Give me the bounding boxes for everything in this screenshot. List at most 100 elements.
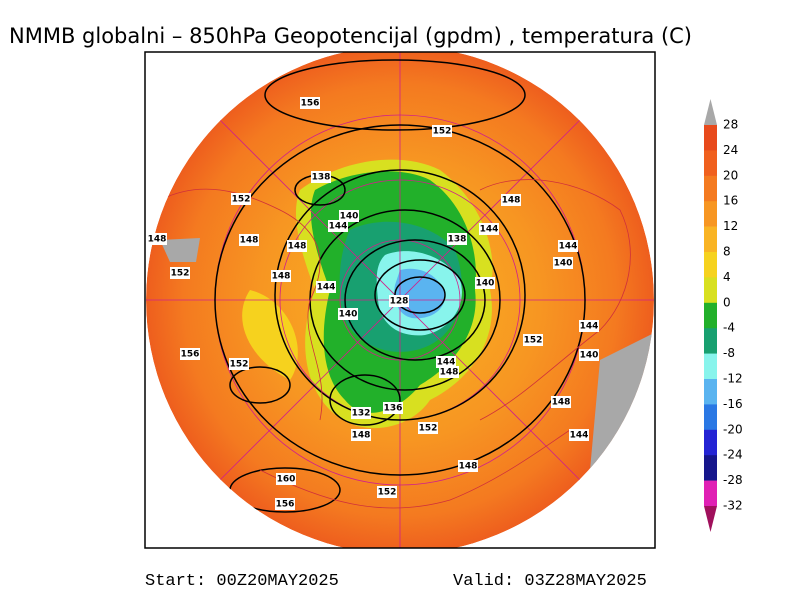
colorbar-band: [704, 175, 717, 202]
contour-label-box: [328, 220, 348, 232]
contour-label-box: [180, 348, 200, 360]
colorbar-label: 8: [723, 245, 731, 259]
contour-label: 140: [476, 279, 495, 289]
contour-label: 140: [554, 259, 573, 269]
colorbar-cap: [704, 506, 717, 532]
contour-label: 128: [390, 297, 409, 307]
contour-label: 152: [378, 488, 397, 498]
contour-label: 152: [433, 127, 452, 137]
contour-label-box: [377, 486, 397, 498]
contour-label: 156: [181, 350, 200, 360]
contour-label: 148: [148, 235, 167, 245]
colorbar-band: [704, 379, 717, 405]
contour-label: 148: [240, 236, 259, 246]
contour-label: 136: [384, 404, 403, 414]
contour-label-box: [147, 233, 167, 245]
contour-label: 152: [230, 360, 249, 370]
contour-label-box: [439, 366, 459, 378]
colorbar-cap: [704, 99, 717, 125]
colorbar-label: -32: [723, 499, 743, 513]
contour-label-box: [338, 308, 358, 320]
colorbar-label: -28: [723, 473, 743, 487]
colorbar-label: 12: [723, 219, 738, 233]
colorbar-band: [704, 302, 717, 329]
contour-label-box: [311, 171, 331, 183]
contour-label: 140: [340, 212, 359, 222]
contour-label: 148: [459, 462, 478, 472]
contour-label-box: [458, 460, 478, 472]
contour-label-box: [553, 257, 573, 269]
contour-label: 152: [419, 424, 438, 434]
contour-label-box: [447, 233, 467, 245]
contour-label: 156: [276, 500, 295, 510]
contour-label-box: [287, 240, 307, 252]
contour-label: 160: [277, 475, 296, 485]
contour-label-box: [389, 295, 409, 307]
cool-area: [242, 290, 298, 380]
contour-label-box: [300, 97, 320, 109]
colorbar-band: [704, 455, 717, 481]
contour-label: 144: [329, 222, 348, 232]
colorbar-label: -16: [723, 397, 743, 411]
colorbar-band: [704, 277, 717, 304]
contour-label-box: [569, 429, 589, 441]
contour-label: 144: [437, 358, 456, 368]
contour-label-box: [275, 498, 295, 510]
contour-label-box: [351, 429, 371, 441]
contour-label-box: [432, 125, 452, 137]
colorbar-band: [704, 404, 717, 431]
contour-label-box: [579, 349, 599, 361]
contour-label: 152: [524, 336, 543, 346]
contour-label: 144: [559, 242, 578, 252]
colorbar-band: [704, 150, 717, 177]
map-title: NMMB globalni – 850hPa Geopotencijal (gp…: [9, 24, 692, 48]
contour-label: 148: [288, 242, 307, 252]
contour-label-box: [523, 334, 543, 346]
contour-label: 140: [580, 351, 599, 361]
start-time: Start: 00Z20MAY2025: [145, 572, 339, 591]
contour-label-box: [351, 407, 371, 419]
terrain-mask: [160, 238, 200, 262]
colorbar-label: 24: [723, 143, 738, 157]
contour-label: 140: [339, 310, 358, 320]
contour-label: 144: [580, 322, 599, 332]
contour-label: 138: [312, 173, 331, 183]
contour-label-box: [231, 193, 251, 205]
contour-label-box: [436, 356, 456, 368]
colorbar-label: -24: [723, 448, 743, 462]
contour-label-box: [579, 320, 599, 332]
contour-label: 144: [317, 283, 336, 293]
contour-label-box: [271, 270, 291, 282]
contour-label-box: [501, 194, 521, 206]
contour-label: 152: [232, 195, 251, 205]
colorbar-label: -12: [723, 372, 743, 386]
contour-label-box: [276, 473, 296, 485]
colorbar-label: 16: [723, 194, 738, 208]
colorbar-label: -20: [723, 422, 743, 436]
contour-label: 144: [570, 431, 589, 441]
contour-label: 138: [448, 235, 467, 245]
colorbar-band: [704, 480, 717, 507]
contour-label: 148: [552, 398, 571, 408]
colorbar-label: 4: [723, 270, 731, 284]
colorbar-band: [704, 328, 717, 354]
valid-time: Valid: 03Z28MAY2025: [453, 572, 647, 591]
contour-label-box: [229, 358, 249, 370]
colorbar-band: [704, 252, 717, 278]
contour-label: 148: [440, 368, 459, 378]
colorbar-band: [704, 201, 717, 227]
contour-label-box: [170, 267, 190, 279]
contour-label: 156: [301, 99, 320, 109]
contour-label-box: [316, 281, 336, 293]
colorbar-label: -8: [723, 346, 735, 360]
contour-label-box: [339, 210, 359, 222]
contour-label: 148: [502, 196, 521, 206]
colorbar-band: [704, 226, 717, 253]
contour-label-box: [558, 240, 578, 252]
colorbar: 28 24 20 16 12 8 4 0 -4 -8 -12 -16 -20 -24 -28 -32: [704, 99, 743, 532]
colorbar-band: [704, 429, 717, 456]
colorbar-label: -4: [723, 321, 735, 335]
